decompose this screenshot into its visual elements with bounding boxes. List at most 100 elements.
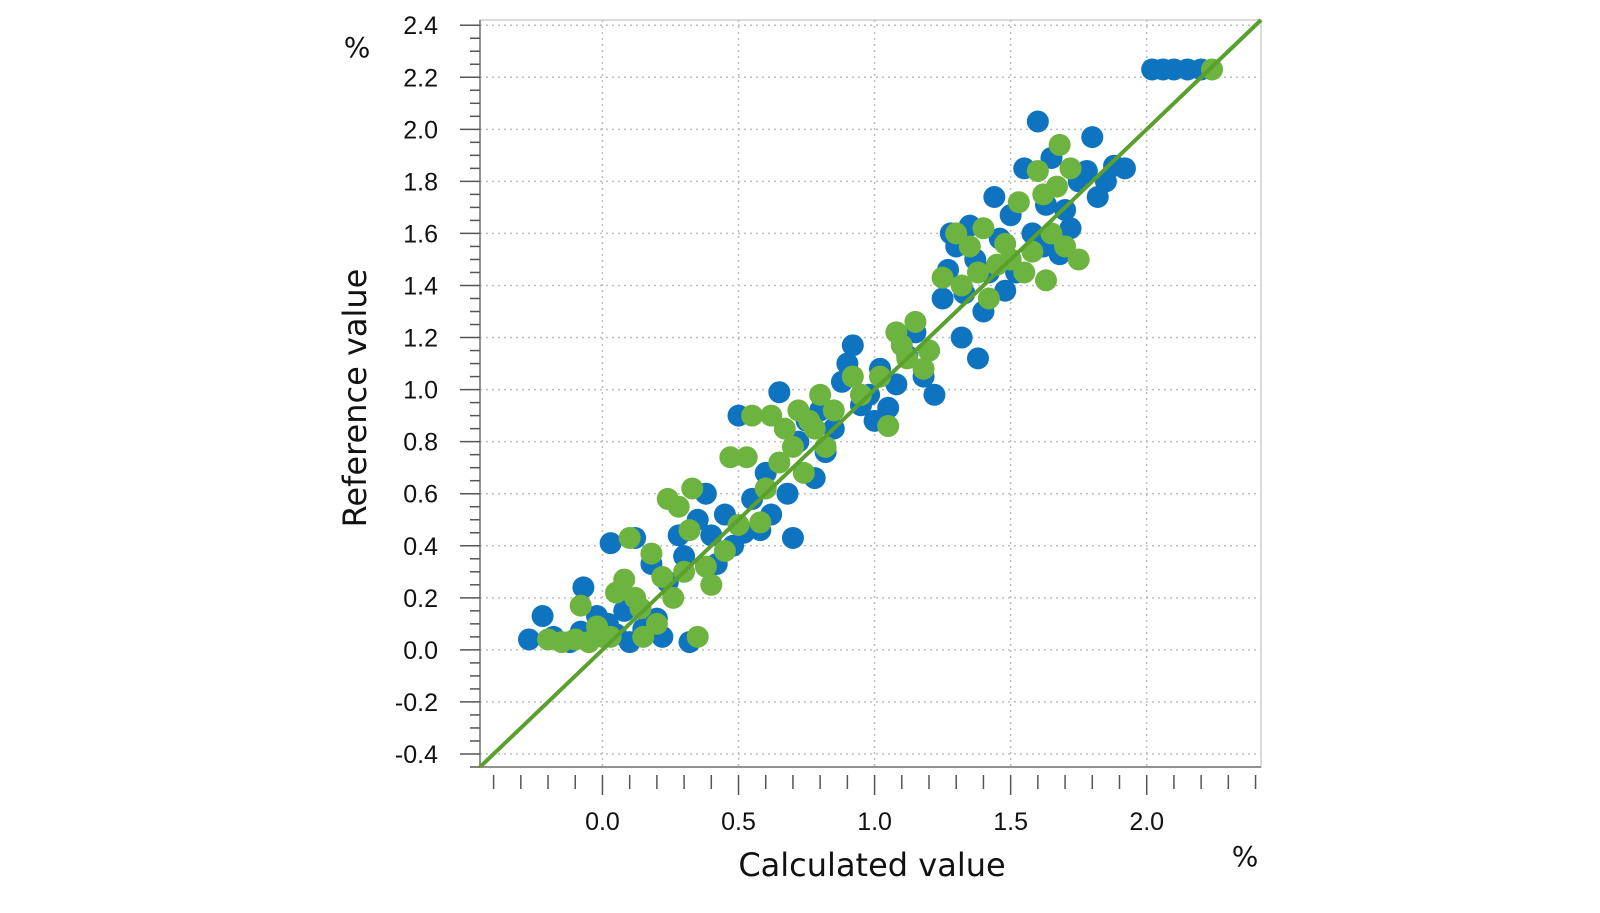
data-point bbox=[667, 495, 690, 518]
y-tick-label: -0.2 bbox=[395, 689, 438, 717]
data-point bbox=[673, 545, 696, 568]
y-tick-label: 2.4 bbox=[403, 12, 438, 40]
x-tick-label: 0.5 bbox=[721, 808, 756, 836]
data-point bbox=[977, 287, 1000, 310]
data-point bbox=[760, 404, 783, 427]
data-point bbox=[950, 274, 973, 297]
data-point bbox=[869, 365, 892, 388]
data-point bbox=[651, 565, 674, 588]
y-tick-label: 1.2 bbox=[403, 325, 438, 353]
data-point bbox=[945, 222, 968, 245]
data-point bbox=[877, 396, 900, 419]
data-point bbox=[599, 625, 622, 648]
x-tick-label: 2.0 bbox=[1129, 808, 1164, 836]
data-point bbox=[694, 555, 717, 578]
data-point bbox=[966, 347, 989, 370]
data-point bbox=[1045, 175, 1068, 198]
data-point bbox=[809, 383, 832, 406]
data-point bbox=[803, 417, 826, 440]
data-point bbox=[931, 266, 954, 289]
data-point bbox=[841, 365, 864, 388]
data-point bbox=[904, 310, 927, 333]
data-point bbox=[1007, 191, 1030, 214]
data-point bbox=[776, 482, 799, 505]
data-point bbox=[1035, 269, 1058, 292]
data-point bbox=[640, 542, 663, 565]
x-tick-label: 1.0 bbox=[857, 808, 892, 836]
y-tick-label: 1.4 bbox=[403, 272, 438, 300]
data-point bbox=[531, 605, 554, 628]
data-point bbox=[1075, 159, 1098, 182]
data-point bbox=[1067, 248, 1090, 271]
data-points bbox=[517, 58, 1224, 654]
data-point bbox=[754, 477, 777, 500]
data-point bbox=[613, 568, 636, 591]
data-point bbox=[877, 415, 900, 438]
data-point bbox=[572, 576, 595, 599]
series-0 bbox=[517, 58, 1213, 654]
data-point bbox=[1059, 157, 1082, 180]
data-point bbox=[994, 279, 1017, 302]
y-tick-label: 0.8 bbox=[403, 429, 438, 457]
data-point bbox=[686, 625, 709, 648]
data-point bbox=[768, 451, 791, 474]
y-axis-title: Reference value bbox=[336, 269, 374, 528]
y-tick-label: 2.0 bbox=[403, 116, 438, 144]
data-point bbox=[719, 446, 742, 469]
data-point bbox=[931, 287, 954, 310]
x-tick-label: 0.0 bbox=[585, 808, 620, 836]
data-point bbox=[569, 594, 592, 617]
data-point bbox=[599, 532, 622, 555]
x-unit-label: % bbox=[1232, 840, 1259, 873]
y-tick-label: 0.0 bbox=[403, 637, 438, 665]
data-point bbox=[749, 511, 772, 534]
data-point bbox=[517, 628, 540, 651]
data-point bbox=[700, 573, 723, 596]
data-point bbox=[645, 612, 668, 635]
data-point bbox=[632, 625, 655, 648]
data-point bbox=[629, 597, 652, 620]
data-point bbox=[950, 326, 973, 349]
data-point bbox=[912, 357, 935, 380]
data-point bbox=[773, 417, 796, 440]
data-point bbox=[1048, 133, 1071, 156]
data-point bbox=[958, 235, 981, 258]
series-1 bbox=[537, 58, 1224, 654]
x-axis-title: Calculated value bbox=[738, 846, 1005, 884]
y-axis: 2.4 2.2 2.0 1.8 1.6 1.4 1.2 1.0 0.8 0.6 0.4 0.2 0.0 -… bbox=[395, 12, 481, 769]
x-tick-label: 1.5 bbox=[993, 808, 1028, 836]
y-tick-label: 1.8 bbox=[403, 168, 438, 196]
data-point bbox=[849, 383, 872, 406]
data-point bbox=[768, 381, 791, 404]
y-tick-label: 0.4 bbox=[403, 533, 438, 561]
reference-line bbox=[478, 18, 1263, 769]
data-point bbox=[735, 446, 758, 469]
data-point bbox=[972, 217, 995, 240]
y-tick-label: 0.2 bbox=[403, 585, 438, 613]
data-point bbox=[1081, 126, 1104, 149]
y-tick-label: 1.6 bbox=[403, 220, 438, 248]
data-point bbox=[662, 586, 685, 609]
x-axis: 0.0 0.5 1.0 1.5 2.0 bbox=[480, 766, 1261, 836]
data-point bbox=[841, 334, 864, 357]
data-point bbox=[781, 435, 804, 458]
data-point bbox=[1026, 110, 1049, 133]
y-tick-label: 0.6 bbox=[403, 481, 438, 509]
data-point bbox=[727, 513, 750, 536]
data-point bbox=[681, 477, 704, 500]
data-point bbox=[966, 261, 989, 284]
data-point bbox=[678, 519, 701, 542]
data-point bbox=[1054, 235, 1077, 258]
y-tick-label: -0.4 bbox=[395, 741, 438, 769]
data-point bbox=[983, 185, 1006, 208]
data-point bbox=[713, 539, 736, 562]
data-point bbox=[618, 526, 641, 549]
y-unit-label: % bbox=[344, 31, 371, 64]
data-point bbox=[792, 461, 815, 484]
data-point bbox=[781, 526, 804, 549]
data-point bbox=[741, 404, 764, 427]
y-tick-label: 1.0 bbox=[403, 377, 438, 405]
data-point bbox=[885, 373, 908, 396]
data-point bbox=[822, 399, 845, 422]
